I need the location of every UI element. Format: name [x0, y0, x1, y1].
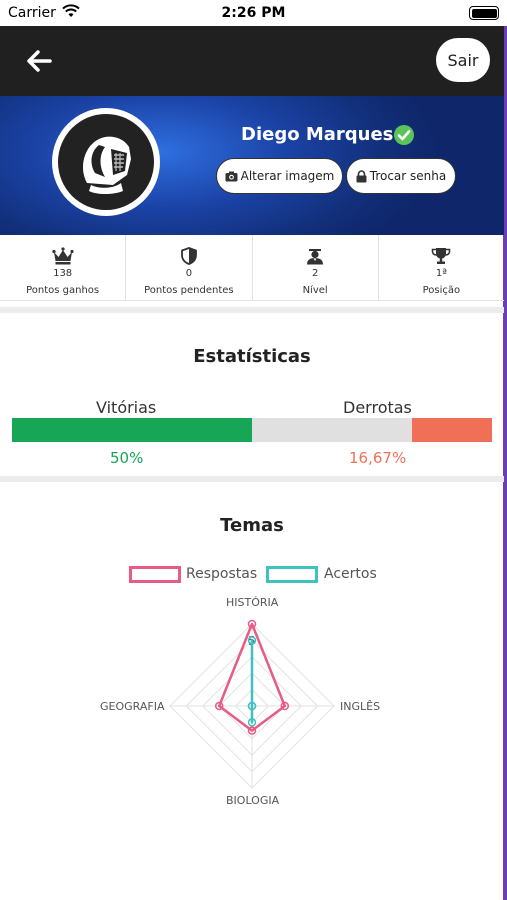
- radar-point: [247, 726, 257, 735]
- stat-level: 2 Nível: [253, 235, 379, 300]
- change-image-button[interactable]: Alterar imagem: [216, 158, 343, 194]
- camera-icon: [225, 171, 238, 181]
- stat-label: Posição: [422, 285, 461, 296]
- graduate-icon: [307, 249, 324, 265]
- legend-swatch-hits[interactable]: [266, 566, 318, 583]
- change-password-label: Trocar senha: [369, 169, 447, 183]
- knight-helmet-icon: [83, 136, 131, 194]
- losses-bar-fill: [411, 418, 492, 442]
- radar-point: [247, 718, 257, 727]
- change-image-label: Alterar imagem: [240, 169, 335, 183]
- radar-point: [247, 636, 257, 645]
- stat-points-earned: 138 Pontos ganhos: [0, 235, 127, 300]
- divider: [0, 307, 504, 313]
- radar-point: [247, 619, 257, 629]
- radar-point: [280, 701, 290, 711]
- profile-header: Diego Marques Alterar imagem Trocar senh…: [0, 96, 504, 235]
- back-arrow-icon[interactable]: [22, 44, 56, 78]
- battery-icon: [469, 6, 499, 20]
- wins-label: Vitórias: [96, 398, 157, 417]
- logout-button[interactable]: Sair: [436, 38, 490, 82]
- axis-label-history: HISTÓRIA: [226, 596, 279, 609]
- user-name: Diego Marques: [241, 124, 394, 145]
- losses-percentage: 16,67%: [349, 449, 407, 467]
- radar-point: [247, 701, 257, 711]
- stat-value: 138: [53, 268, 73, 279]
- carrier-label: Carrier: [8, 5, 56, 21]
- themes-title: Temas: [220, 515, 284, 536]
- navbar: Sair: [0, 26, 504, 96]
- wins-bar-fill: [12, 418, 252, 442]
- trophy-icon: [432, 248, 451, 264]
- wifi-icon: [62, 4, 80, 17]
- wins-percentage: 50%: [110, 449, 144, 467]
- legend-swatch-responses[interactable]: [129, 566, 181, 583]
- axis-label-english: INGLÊS: [340, 700, 381, 713]
- lock-icon: [356, 169, 367, 182]
- shield-icon: [180, 247, 197, 265]
- wins-losses-bar: [12, 418, 492, 442]
- status-bar: Carrier 2:26 PM: [0, 0, 507, 26]
- radar-point: [214, 701, 224, 711]
- losses-label: Derrotas: [343, 398, 412, 417]
- screen-edge: [503, 0, 507, 900]
- divider: [0, 476, 504, 482]
- legend-label-hits[interactable]: Acertos: [324, 566, 377, 582]
- avatar[interactable]: [52, 108, 160, 216]
- stat-label: Pontos ganhos: [26, 285, 100, 296]
- stat-value: 1ª: [435, 268, 447, 279]
- axis-label-geography: GEOGRAFIA: [100, 700, 165, 713]
- verified-check-icon: [394, 125, 414, 145]
- stat-label: Pontos pendentes: [144, 285, 234, 296]
- radar-series-responses: [217, 622, 287, 732]
- statistics-title: Estatísticas: [193, 346, 311, 367]
- stat-points-pending: 0 Pontos pendentes: [126, 235, 253, 300]
- stats-row: 138 Pontos ganhos 0 Pontos pendentes 2 N…: [0, 235, 504, 301]
- stat-value: 0: [185, 268, 193, 279]
- stat-position: 1ª Posição: [379, 235, 504, 300]
- legend-label-responses[interactable]: Respostas: [186, 566, 258, 582]
- change-password-button[interactable]: Trocar senha: [346, 158, 456, 194]
- clock: 2:26 PM: [221, 5, 286, 21]
- axis-label-biology: BIOLOGIA: [226, 794, 280, 807]
- stat-value: 2: [311, 268, 319, 279]
- crown-icon: [52, 247, 74, 265]
- stat-label: Nível: [302, 285, 328, 296]
